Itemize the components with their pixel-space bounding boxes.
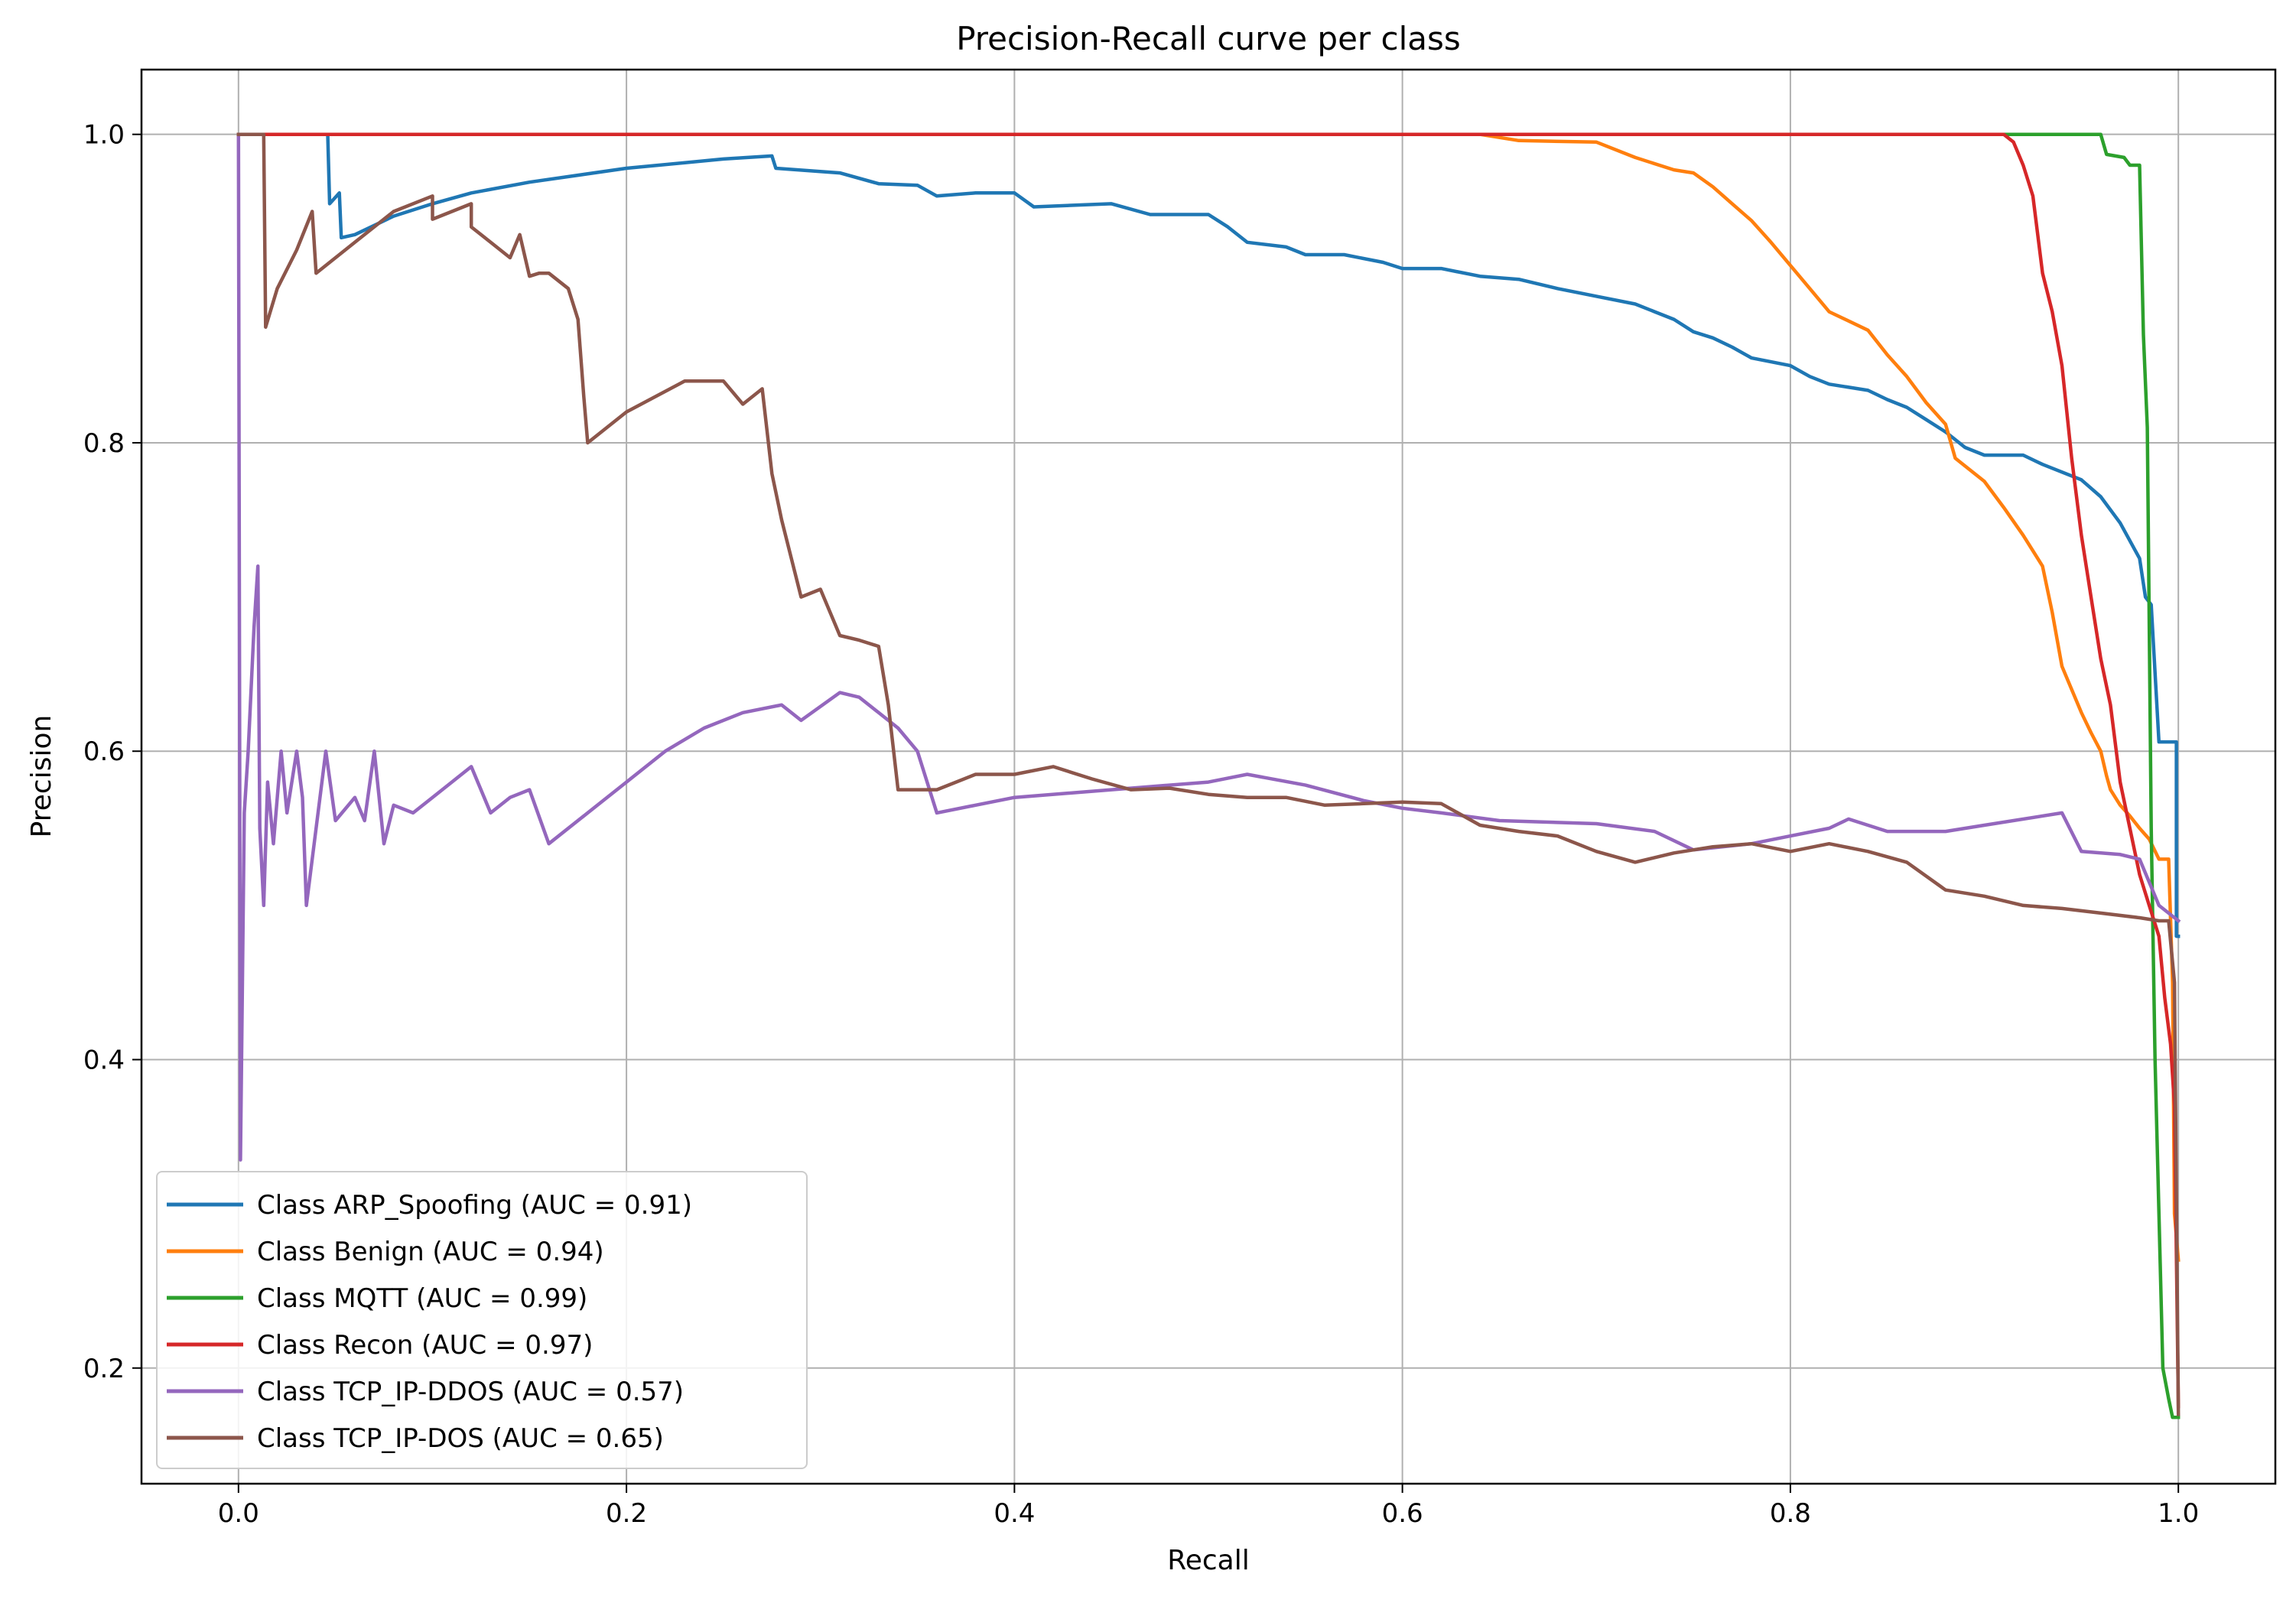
y-tick-label: 0.2 [83, 1354, 125, 1384]
x-axis-label: Recall [1167, 1545, 1249, 1576]
legend: Class ARP_Spoofing (AUC = 0.91) Class Ben… [156, 1171, 808, 1469]
legend-box [156, 1171, 808, 1469]
y-tick-label: 0.4 [83, 1045, 125, 1076]
series-line-1 [236, 132, 2181, 938]
series-line-4 [236, 132, 2181, 1409]
legend-label: Class TCP_IP-DOS (AUC = 0.65) [257, 1423, 664, 1454]
axis-ticks: 0.0 0.2 0.4 0.6 0.8 1.0 0.2 0.4 0.6 0.8 1.0 [83, 120, 2199, 1529]
y-axis-label: Precision [26, 715, 57, 838]
series-line-6 [236, 132, 2181, 1416]
series-lines [236, 132, 2181, 1419]
series-line-3 [236, 132, 2181, 1419]
y-tick-label: 0.6 [83, 736, 125, 767]
y-tick-label: 0.8 [83, 428, 125, 459]
legend-label: Class TCP_IP-DDOS (AUC = 0.57) [257, 1377, 684, 1407]
plot-frame [140, 68, 2277, 1485]
legend-items: Class ARP_Spoofing (AUC = 0.91) Class Ben… [167, 1190, 692, 1454]
x-tick-label: 0.2 [606, 1498, 647, 1529]
legend-label: Class Recon (AUC = 0.97) [257, 1330, 593, 1361]
legend-label: Class Benign (AUC = 0.94) [257, 1237, 604, 1267]
y-tick-label: 1.0 [83, 120, 125, 151]
x-tick-label: 1.0 [2158, 1498, 2199, 1529]
legend-label: Class ARP_Spoofing (AUC = 0.91) [257, 1190, 692, 1221]
x-tick-label: 0.4 [994, 1498, 1035, 1529]
x-tick-label: 0.8 [1770, 1498, 1811, 1529]
x-tick-label: 0.6 [1382, 1498, 1423, 1529]
x-tick-label: 0.0 [218, 1498, 259, 1529]
chart-title: Precision-Recall curve per class [956, 20, 1461, 57]
series-line-5 [236, 132, 2181, 1162]
series-line-2 [236, 132, 2181, 1263]
legend-label: Class MQTT (AUC = 0.99) [257, 1283, 587, 1314]
